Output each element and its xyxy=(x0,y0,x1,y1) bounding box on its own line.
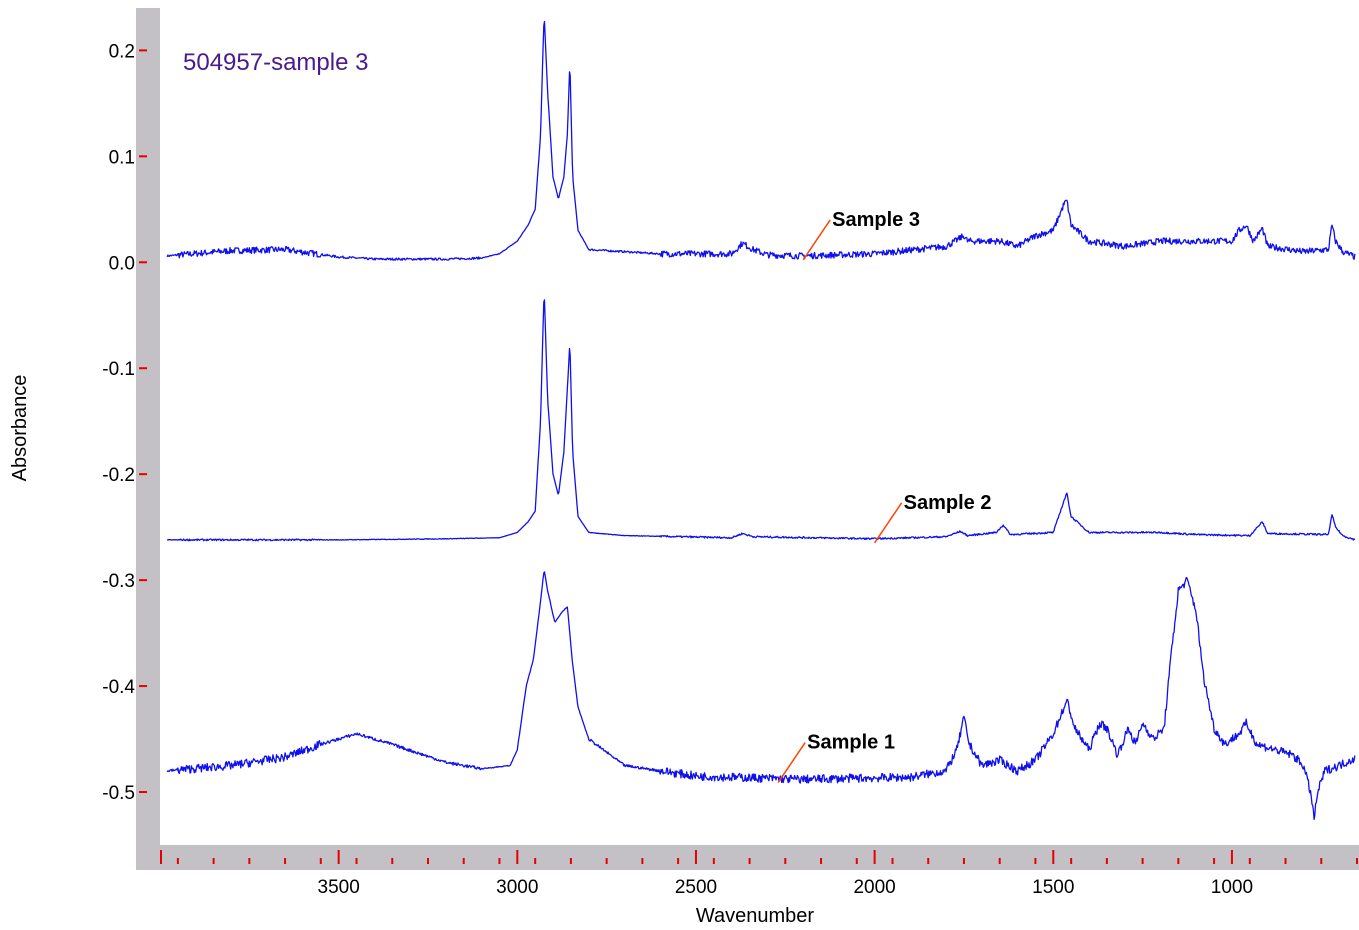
y-axis-title: Absorbance xyxy=(9,375,31,482)
x-tick-label: 2000 xyxy=(853,877,895,898)
series-leader-line xyxy=(777,742,806,783)
series-line xyxy=(166,571,1356,821)
chart-title: 504957-sample 3 xyxy=(183,49,368,76)
series-line xyxy=(166,20,1356,261)
series-label: Sample 1 xyxy=(807,732,895,754)
y-tick-label: -0.3 xyxy=(102,571,135,592)
y-tick-label: 0.0 xyxy=(109,253,135,274)
x-axis-frame xyxy=(136,845,1359,870)
x-axis-ticks: 3500 3000 2500 2000 1500 1000 xyxy=(160,850,1358,898)
y-axis-ticks: 0.2 0.1 0.0 -0.1 -0.2 -0.3 -0.4 -0.5 xyxy=(102,41,147,804)
sample-annotations: Sample 3 Sample 2 Sample 1 xyxy=(777,209,992,783)
y-tick-label: -0.5 xyxy=(102,783,135,804)
series-leader-line xyxy=(874,502,903,544)
y-tick-label: 0.2 xyxy=(109,41,135,62)
y-tick-label: -0.1 xyxy=(102,359,135,380)
series-leader-line xyxy=(802,219,831,261)
x-tick-label: 1500 xyxy=(1032,877,1074,898)
x-axis-title: Wavenumber xyxy=(696,905,815,927)
y-axis-frame xyxy=(136,8,160,870)
x-tick-label: 3500 xyxy=(318,877,360,898)
x-tick-label: 3000 xyxy=(496,877,538,898)
y-tick-label: -0.2 xyxy=(102,465,135,486)
series-line xyxy=(166,299,1356,542)
x-tick-label: 1000 xyxy=(1211,877,1253,898)
y-tick-label: -0.4 xyxy=(102,677,135,698)
x-tick-label: 2500 xyxy=(675,877,717,898)
y-tick-label: 0.1 xyxy=(109,147,135,168)
spectra xyxy=(166,20,1356,821)
series-label: Sample 3 xyxy=(832,209,920,231)
series-label: Sample 2 xyxy=(904,492,992,514)
